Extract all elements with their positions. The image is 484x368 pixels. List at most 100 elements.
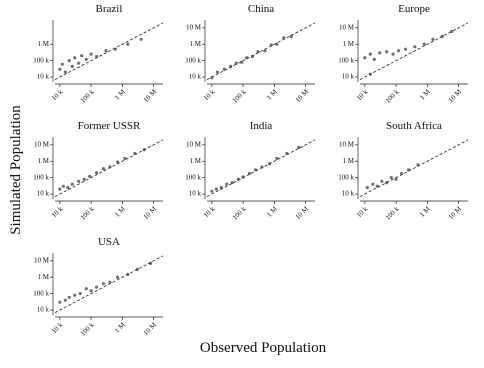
point [260, 165, 264, 169]
point [256, 50, 260, 54]
point [135, 267, 139, 272]
point [263, 49, 267, 53]
point [282, 36, 286, 40]
point [66, 185, 70, 190]
y-tick-label: 10 k [189, 73, 202, 81]
point [70, 64, 74, 68]
y-tick-label: 100 k [338, 56, 354, 64]
identity-line [359, 139, 469, 197]
point [94, 285, 99, 289]
x-tick-label: 10 k [50, 205, 65, 220]
point [89, 289, 93, 293]
point [58, 187, 62, 191]
point [58, 300, 62, 304]
point [375, 184, 379, 188]
point [142, 148, 146, 152]
y-tick-label: 1 M [38, 157, 50, 165]
point [371, 182, 375, 186]
y-tick-label: 10 M [186, 140, 202, 148]
point [219, 185, 223, 190]
point [365, 185, 369, 190]
point [440, 34, 444, 39]
point [126, 42, 130, 46]
panel-title: South Africa [386, 120, 442, 132]
point [391, 52, 395, 56]
point [210, 189, 214, 193]
y-axis-label: Simulated Population [8, 105, 24, 235]
point [115, 160, 120, 164]
point [285, 151, 289, 156]
point [101, 167, 106, 171]
point [422, 42, 426, 46]
point [403, 47, 408, 51]
point [450, 29, 454, 34]
point [269, 43, 273, 47]
x-tick-label: 10 M [294, 204, 311, 221]
x-tick-label: 10 k [202, 205, 217, 220]
point [275, 156, 279, 160]
x-tick-label: 10 M [447, 87, 464, 104]
identity-line [54, 22, 164, 80]
point [385, 180, 389, 185]
y-tick-label: 1 M [190, 40, 202, 48]
y-tick-label: 100 k [33, 56, 49, 64]
x-tick-label: 1 M [265, 87, 279, 101]
y-tick-label: 100 k [338, 173, 354, 181]
y-tick-label: 1 M [38, 40, 50, 48]
y-tick-label: 1 M [190, 157, 202, 165]
point [368, 52, 372, 56]
x-axis-label: Observed Population [200, 340, 327, 356]
x-tick-label: 10 k [355, 205, 370, 220]
point [253, 168, 258, 172]
x-tick-label: 100 k [231, 88, 248, 105]
y-tick-label: 10 M [34, 256, 50, 264]
point [363, 56, 367, 60]
point [67, 59, 71, 63]
point [126, 272, 130, 276]
point [94, 54, 99, 59]
point [210, 76, 214, 80]
point [413, 45, 417, 49]
y-tick-label: 1 M [343, 40, 355, 48]
point [215, 70, 219, 74]
x-tick-label: 1 M [418, 204, 432, 218]
point [113, 47, 118, 51]
point [289, 34, 293, 39]
point [368, 72, 372, 76]
point [77, 179, 81, 183]
point [214, 187, 219, 191]
point [396, 49, 401, 53]
point [240, 60, 244, 64]
x-tick-label: 10 M [447, 204, 464, 221]
point [241, 175, 245, 179]
x-tick-label: 1 M [265, 204, 279, 218]
point [416, 163, 420, 167]
point [61, 184, 66, 188]
y-tick-label: 100 k [33, 173, 49, 181]
point [148, 261, 153, 265]
x-tick-label: 10 M [142, 320, 159, 337]
x-tick-label: 100 k [79, 205, 96, 222]
panel-title: India [250, 120, 273, 132]
point [234, 61, 238, 65]
x-tick-label: 100 k [79, 321, 96, 338]
point [67, 295, 71, 299]
x-tick-label: 10 k [50, 88, 65, 103]
point [247, 171, 252, 176]
point [101, 282, 106, 286]
panel-title: Brazil [96, 3, 123, 15]
point [133, 151, 137, 156]
x-tick-label: 1 M [113, 204, 127, 218]
x-tick-label: 10 M [294, 87, 311, 104]
point [380, 179, 384, 183]
point [60, 62, 64, 66]
point [267, 162, 272, 166]
point [139, 37, 143, 41]
y-tick-label: 100 k [185, 56, 201, 64]
x-tick-label: 10 k [50, 321, 65, 336]
point [63, 298, 67, 302]
point [222, 67, 226, 71]
identity-line [54, 255, 164, 313]
point [378, 51, 382, 55]
point [123, 156, 127, 160]
